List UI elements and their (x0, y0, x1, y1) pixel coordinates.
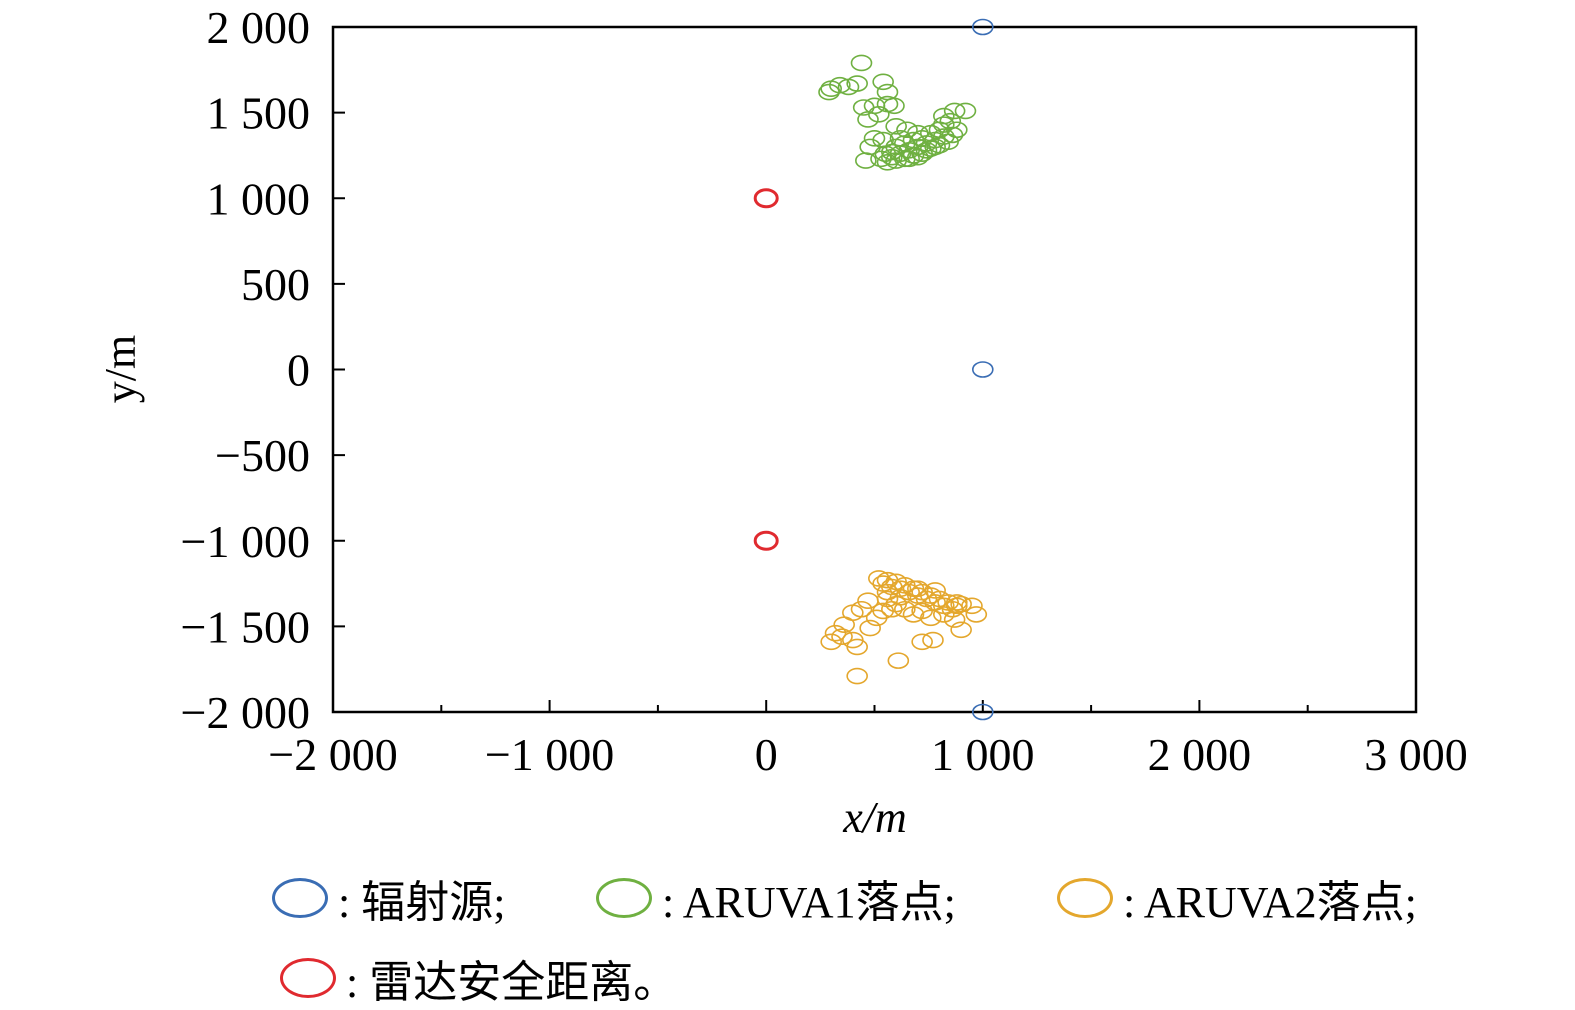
y-tick-label: 0 (287, 345, 310, 396)
x-tick-label: 0 (755, 729, 778, 780)
x-axis-title: x/m (842, 793, 907, 842)
data-point-3 (820, 633, 842, 651)
y-tick-label: −1 000 (181, 516, 310, 567)
data-point-4 (753, 530, 779, 551)
data-point-2 (943, 102, 966, 120)
y-axis-tick-labels: 2 000 1 500 1 000 500 0 −500 −1 000 −1 500 −2 00… (181, 2, 310, 738)
data-point-1 (971, 18, 994, 36)
data-point-3 (872, 602, 894, 620)
y-tick-label: 2 000 (207, 2, 311, 53)
data-point-2 (933, 116, 955, 133)
data-point-2 (885, 118, 907, 135)
data-point-2 (883, 97, 905, 115)
y-tick-label: −1 500 (181, 601, 310, 652)
data-point-2 (818, 83, 840, 101)
x-axis-ticks (440, 700, 1309, 712)
x-tick-label: −2 000 (268, 729, 397, 780)
y-tick-label: 1 500 (207, 88, 311, 139)
data-point-3 (831, 628, 853, 645)
x-tick-label: −1 000 (485, 729, 614, 780)
data-point-2 (872, 73, 894, 91)
data-point-3 (846, 638, 868, 656)
y-tick-label: 500 (241, 259, 310, 310)
data-point-2 (874, 145, 897, 163)
data-point-3 (846, 667, 868, 685)
data-point-3 (946, 597, 968, 615)
data-point-3 (907, 580, 929, 598)
data-point-3 (950, 595, 972, 613)
data-point-3 (857, 592, 879, 609)
data-point-2 (939, 112, 962, 130)
data-point-3 (933, 606, 955, 623)
data-point-3 (824, 624, 847, 642)
data-point-2 (898, 150, 920, 168)
data-point-2 (928, 121, 951, 139)
data-point-2 (924, 138, 946, 156)
data-point-3 (868, 570, 890, 587)
x-tick-label: 3 000 (1364, 729, 1468, 780)
data-point-4 (753, 188, 779, 209)
data-point-3 (833, 616, 855, 633)
plot-frame (331, 25, 1418, 714)
data-point-2 (863, 130, 886, 147)
data-point-3 (961, 597, 983, 615)
data-point-2 (868, 106, 890, 123)
data-point-3 (950, 621, 972, 639)
data-point-2 (954, 102, 977, 120)
y-tick-label: 1 000 (207, 173, 311, 224)
x-tick-label: 1 000 (931, 729, 1035, 780)
data-point-3 (922, 631, 944, 649)
data-point-3 (887, 652, 910, 669)
x-axis-tick-labels: −2 000 −1 000 0 1 000 2 000 3 000 (268, 729, 1467, 780)
data-point-3 (946, 594, 968, 611)
data-point-2 (855, 152, 877, 169)
x-tick-label: 2 000 (1148, 729, 1252, 780)
data-point-3 (920, 609, 942, 627)
data-point-2 (907, 124, 929, 142)
data-point-2 (857, 111, 879, 128)
data-point-3 (911, 633, 933, 651)
data-point-1 (971, 361, 994, 378)
data-point-3 (924, 582, 946, 599)
data-points (753, 18, 994, 721)
y-axis-title: y/m (96, 335, 145, 403)
y-tick-label: −500 (215, 430, 310, 481)
data-point-2 (846, 75, 868, 92)
data-point-2 (850, 54, 873, 72)
data-point-2 (876, 153, 899, 171)
data-point-3 (889, 588, 912, 606)
data-point-3 (859, 619, 881, 637)
data-point-3 (876, 583, 899, 601)
data-point-1 (971, 703, 994, 721)
y-axis-ticks (333, 111, 345, 628)
y-tick-label: −2 000 (181, 687, 310, 738)
data-point-3 (965, 606, 988, 623)
data-point-2 (896, 121, 918, 139)
data-point-3 (943, 611, 966, 628)
